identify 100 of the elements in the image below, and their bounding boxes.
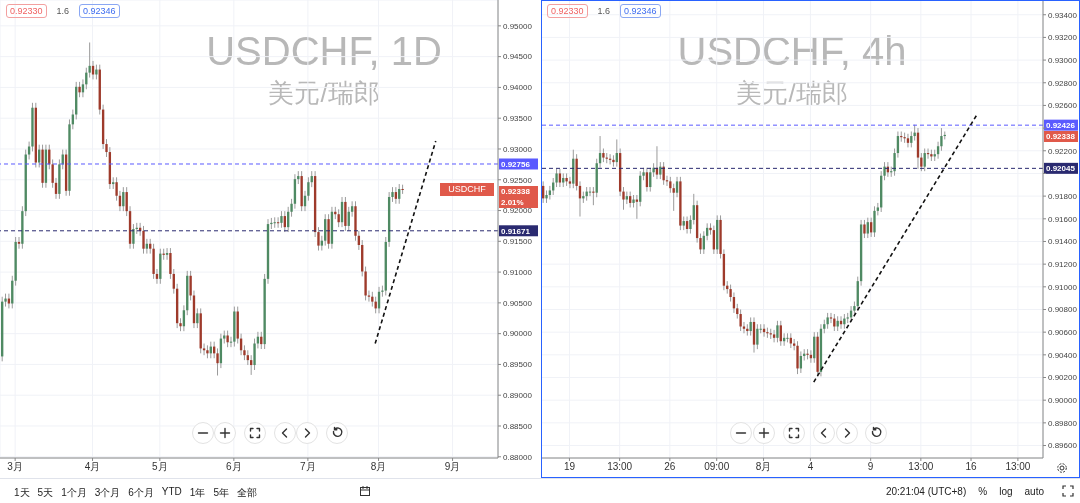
y-tick-label: 0.91000: [503, 267, 533, 277]
candlestick: [903, 132, 906, 144]
text: 0.92338: [1044, 130, 1078, 142]
ref-line-label: 0.92426: [1046, 121, 1076, 131]
annotation: 0.92346: [79, 4, 120, 18]
y-tick-label: 0.90400: [1048, 350, 1078, 360]
ref-line-label: 0.91671: [501, 226, 531, 236]
text: 1年: [189, 486, 206, 500]
y-tick-label: 0.92800: [1048, 78, 1078, 88]
candlestick: [863, 219, 866, 239]
y-tick-label: 0.92200: [1048, 146, 1078, 156]
x-tick-label: 26: [664, 461, 676, 473]
text: USDCHF, 1D: [205, 28, 443, 74]
candlestick: [142, 225, 145, 255]
x-tick-label: 4月: [84, 461, 101, 473]
ref-line-label: 0.92756: [501, 159, 531, 169]
candlestick: [739, 308, 742, 332]
text: 美元/瑞郎: [267, 78, 381, 108]
x-tick-label: 19: [563, 461, 576, 473]
y-tick-label: 0.89600: [1048, 441, 1078, 451]
text: auto: [1024, 486, 1044, 497]
annotation: 0.92330: [6, 4, 47, 18]
y-tick-label: 0.90200: [1048, 373, 1078, 383]
y-tick-label: 0.91500: [503, 237, 533, 247]
annotation: 1.6: [55, 5, 71, 18]
text: 1个月: [61, 486, 87, 500]
candlestick: [612, 154, 615, 168]
y-tick-label: 0.92000: [503, 206, 533, 216]
y-tick-label: 0.93000: [503, 144, 533, 154]
ref-line-label: 0.92045: [1046, 164, 1076, 174]
y-tick-label: 0.94500: [503, 52, 533, 62]
y-tick-label: 0.91000: [1048, 282, 1078, 292]
y-tick-label: 0.91600: [1048, 214, 1078, 224]
candlestick: [662, 161, 665, 186]
x-tick-label: 4: [807, 461, 814, 473]
x-tick-label: 5月: [152, 461, 168, 473]
y-tick-label: 0.93200: [1048, 33, 1078, 43]
text: 0.92338: [499, 185, 538, 197]
annotation: 0.92330: [547, 4, 588, 18]
y-tick-label: 0.94000: [503, 83, 533, 93]
candlestick: [548, 185, 552, 201]
y-tick-label: 0.88500: [503, 421, 533, 431]
text: 美元/瑞郎: [735, 78, 849, 108]
candlestick: [196, 307, 199, 329]
y-tick-label: 0.93000: [1048, 55, 1078, 65]
candlestick: [132, 223, 135, 250]
candlestick: [749, 316, 752, 337]
candlestick: [165, 247, 169, 261]
text: log: [999, 486, 1013, 497]
text: %: [978, 486, 988, 497]
y-tick-label: 0.93400: [1048, 10, 1078, 20]
y-tick-label: 0.90600: [1048, 328, 1078, 337]
text: 全部: [236, 486, 257, 500]
annotation: USDCHF: [440, 182, 494, 196]
candlestick: [796, 340, 799, 375]
x-tick-label: 13:00: [908, 461, 934, 473]
x-tick-label: 16: [965, 461, 978, 473]
annotation: 0.92346: [620, 4, 661, 18]
candlestick: [766, 327, 769, 339]
y-tick-label: 0.92500: [503, 175, 533, 185]
candlestick: [776, 320, 779, 343]
text: 5天: [37, 486, 54, 500]
x-tick-label: 9: [867, 461, 874, 473]
text: YTD: [161, 486, 182, 499]
x-tick-label: 6月: [226, 461, 242, 473]
x-tick-label: 9月: [444, 461, 461, 473]
y-tick-label: 0.88000: [503, 452, 533, 462]
y-tick-label: 0.89000: [503, 391, 533, 401]
y-tick-label: 0.95000: [503, 21, 533, 31]
y-tick-label: 0.89500: [503, 360, 533, 370]
candlestick: [772, 329, 776, 343]
candlestick: [568, 176, 572, 189]
x-tick-label: 7月: [300, 461, 316, 473]
candlestick: [273, 216, 276, 229]
y-tick-label: 0.90000: [503, 329, 533, 339]
candlestick: [17, 236, 21, 250]
candlestick: [672, 183, 675, 212]
text: 20:21:04 (UTC+8): [885, 486, 967, 497]
y-tick-label: 0.92600: [1048, 101, 1078, 111]
x-tick-label: 13:00: [607, 461, 633, 473]
y-tick-label: 0.89800: [1048, 418, 1078, 428]
candlestick: [276, 216, 280, 229]
x-tick-label: 09:00: [704, 461, 730, 473]
candlestick: [756, 323, 759, 350]
y-tick-label: 0.93500: [503, 114, 533, 124]
x-tick-label: 8月: [370, 461, 387, 473]
x-tick-label: 13:00: [1005, 461, 1031, 473]
y-tick-label: 0.90000: [1048, 396, 1078, 406]
x-tick-label: 3月: [7, 461, 23, 473]
candlestick: [592, 186, 595, 206]
text: 3个月: [94, 486, 121, 500]
text: 6个月: [128, 486, 154, 500]
candlestick: [829, 312, 833, 324]
y-tick-label: 0.90800: [1048, 305, 1078, 315]
y-tick-label: 0.90500: [503, 298, 533, 308]
text: 5年: [213, 486, 229, 500]
x-tick-label: 8月: [755, 461, 772, 473]
text: 1天: [14, 486, 30, 500]
candlestick: [588, 186, 592, 197]
candlestick: [806, 348, 809, 360]
